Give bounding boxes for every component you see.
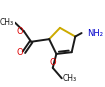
Text: O: O xyxy=(17,48,24,57)
Text: NH₂: NH₂ xyxy=(87,29,103,38)
Text: O: O xyxy=(17,27,24,36)
Text: O: O xyxy=(49,58,56,67)
Text: CH₃: CH₃ xyxy=(0,18,14,27)
Text: CH₃: CH₃ xyxy=(63,74,77,83)
